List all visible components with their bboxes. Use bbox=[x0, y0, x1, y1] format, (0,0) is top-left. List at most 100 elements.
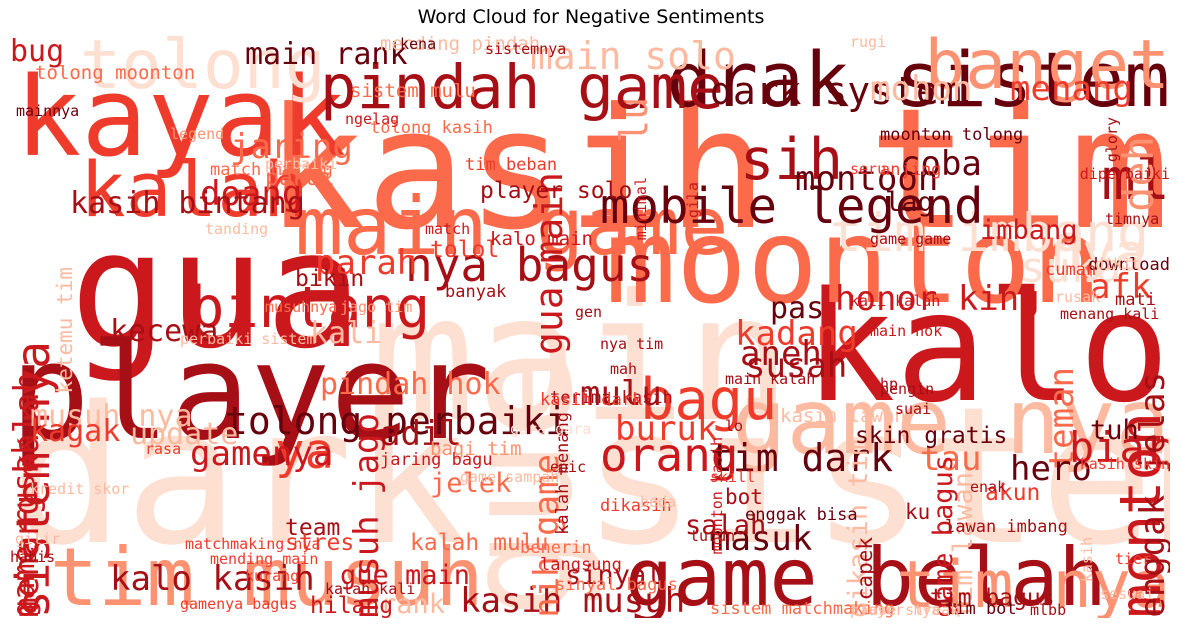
word-drak-sistem: drak sistem bbox=[666, 35, 1170, 124]
word-doang: doang bbox=[200, 174, 303, 214]
word-musuhnya: musuhnya bbox=[265, 298, 338, 316]
word-main-kalah: main kalah bbox=[725, 370, 816, 388]
word-bintang: bintang bbox=[190, 275, 431, 341]
word-jaring: jaring bbox=[230, 127, 353, 167]
word-main-game: main game bbox=[295, 180, 729, 273]
word-tim-dark: tim dark bbox=[710, 436, 894, 480]
word-pindah-hok: pindah hok bbox=[320, 367, 501, 402]
word-dark-sistem: dark sistem bbox=[10, 366, 1170, 587]
word-kasih: kasih bbox=[1078, 537, 1096, 583]
word-sesuai: sesuai bbox=[1100, 585, 1155, 603]
word-sinyal: sinyal bbox=[565, 560, 663, 591]
word-tim-beban: tim beban bbox=[465, 155, 558, 175]
word-bagi-tim: bagi tim bbox=[430, 438, 522, 460]
word-match-making: match making bbox=[210, 160, 333, 180]
word-sistem-mulu: sistem mulu bbox=[350, 80, 476, 102]
word-mainnya: mainnya bbox=[16, 102, 80, 120]
word-team: team bbox=[285, 515, 341, 541]
word-masuk: masuk bbox=[710, 519, 813, 559]
word-gen: gen bbox=[575, 303, 603, 321]
word-suai: suai bbox=[895, 400, 932, 418]
word-cloud: dark sistem main kasih tim gua kalo gue player… bbox=[10, 32, 1170, 618]
word-anjing: anjing bbox=[880, 160, 942, 180]
word-bagu: bagu bbox=[640, 367, 778, 433]
word-sistemnya: sistemnya bbox=[485, 40, 567, 58]
word-nya-bagus: nya bagus bbox=[405, 238, 655, 292]
word-gamenya: gamenya bbox=[190, 434, 334, 474]
word-pakai: pakai bbox=[265, 165, 335, 191]
word-benerin: benerin bbox=[520, 538, 592, 558]
word-moonton-tolong: moonton tolong bbox=[880, 125, 1024, 145]
word-gila: gila bbox=[684, 182, 702, 219]
word-bot: bot bbox=[725, 485, 763, 509]
word-ngelag: ngelag bbox=[345, 110, 400, 128]
word-dark-system: dark system bbox=[710, 69, 962, 113]
word-tim-nya: tim nya bbox=[896, 548, 1170, 618]
word-bikin: bikin bbox=[295, 266, 365, 292]
word-tolong: tolong bbox=[80, 32, 326, 105]
word-beda: beda bbox=[640, 493, 677, 511]
word-coba: coba bbox=[900, 144, 982, 184]
word-mah: mah bbox=[610, 360, 638, 378]
word-mending-pindah: mending pindah bbox=[380, 33, 541, 55]
word-main-hok: main hok bbox=[870, 322, 943, 340]
word-kasih-dark: kasih dark bbox=[540, 390, 643, 410]
word-kalo-kasih: kalo kasih bbox=[110, 559, 315, 599]
word-kalo: kalo bbox=[803, 259, 1170, 436]
word-kalo-main: kalo main bbox=[490, 228, 593, 250]
word-skill: skill bbox=[710, 468, 756, 486]
word-lawan-imbang: lawan imbang bbox=[945, 517, 1068, 537]
word-game-nya: game nya bbox=[731, 370, 1170, 475]
word-game-sampah: game sampah bbox=[460, 468, 560, 486]
word-kasih-tim: kasih tim bbox=[265, 73, 1170, 267]
word-cuman: cuman bbox=[1045, 260, 1097, 280]
word-rasa: rasa bbox=[145, 440, 182, 458]
word-susah: susah bbox=[745, 346, 848, 386]
word-parah: parah bbox=[315, 243, 418, 283]
word-biar: biar bbox=[1068, 423, 1170, 472]
word-diperbaiki: diperbaiki bbox=[1079, 165, 1170, 183]
word-tuh: tuh bbox=[1090, 415, 1139, 446]
word-tanding: tanding bbox=[205, 220, 269, 238]
word-mobile-legend: mobile legend bbox=[600, 178, 984, 235]
word-tolong-perbaiki: tolong perbaiki bbox=[225, 399, 569, 443]
word-kena: kena bbox=[400, 35, 437, 53]
word-jaring-bagu: jaring bagu bbox=[380, 450, 493, 470]
word-musuh-nya: musuh nya bbox=[30, 399, 193, 434]
word-kalah-mulu: kalah mulu bbox=[410, 530, 549, 556]
word-game-belah: game belah bbox=[625, 531, 1107, 618]
word-nya-tim: nya tim bbox=[600, 335, 664, 353]
word-enggak-bisa: enggak bisa bbox=[745, 505, 858, 525]
word-match: match bbox=[425, 220, 471, 238]
word-montoon: montoon bbox=[795, 159, 939, 199]
word-gamenya-bagus: gamenya bagus bbox=[180, 595, 298, 613]
word-nya: nya bbox=[1050, 223, 1146, 284]
word-perbaiki-sistem: perbaiki sistem bbox=[180, 330, 316, 348]
word-player-solo: player solo bbox=[480, 178, 633, 204]
word-jago-tim: jago tim bbox=[340, 298, 413, 316]
word-matchmaking-nya: matchmaking nya bbox=[185, 535, 321, 553]
word-kagak: kagak bbox=[30, 414, 121, 449]
word-mlbb: mlbb bbox=[1030, 601, 1067, 618]
word-ya: ya bbox=[275, 423, 335, 480]
word-mohon: mohon bbox=[870, 69, 973, 109]
word-capek: capek bbox=[853, 537, 877, 601]
word-glory: glory bbox=[1103, 117, 1121, 163]
word-main-solo: main solo bbox=[530, 34, 736, 78]
word-tolong-moonton: tolong moonton bbox=[35, 62, 196, 84]
word-minimal: minimal bbox=[632, 177, 650, 241]
word-ml: ml bbox=[1101, 147, 1170, 213]
word-download: download bbox=[1088, 255, 1170, 275]
word-tim-bot: tim bot bbox=[945, 599, 1017, 618]
word-epic: epic bbox=[550, 458, 587, 476]
word-kalah: kalah bbox=[80, 145, 309, 234]
word-gara-gara: gara gara bbox=[510, 420, 592, 438]
word-legend: legend bbox=[170, 125, 225, 143]
word-dikit: dikit bbox=[1095, 255, 1141, 273]
word-tolong-kasih: tolong kasih bbox=[370, 118, 493, 138]
word-update: update bbox=[130, 417, 239, 452]
word-banget: banget bbox=[924, 32, 1170, 105]
word-stres: stres bbox=[285, 530, 355, 556]
word-mulu: mulu bbox=[580, 374, 662, 414]
word-sinyal-bagus: sinyal bagus bbox=[555, 575, 678, 595]
